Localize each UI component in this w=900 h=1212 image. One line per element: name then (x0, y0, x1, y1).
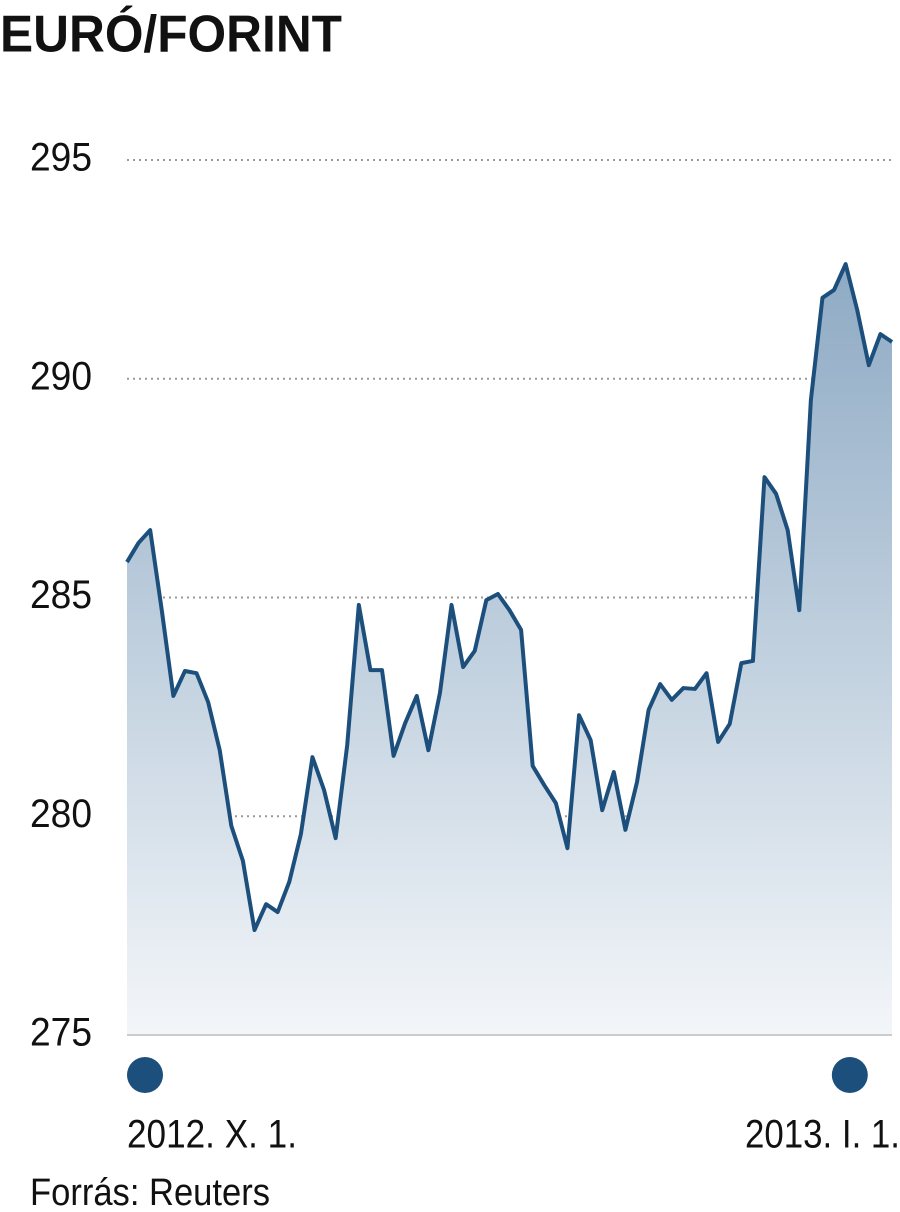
y-tick-label: 285 (30, 573, 92, 617)
y-tick-label: 290 (30, 354, 92, 398)
area-fill (127, 264, 892, 1035)
line (125, 262, 894, 932)
x-tick-label: 2012. X. 1. (127, 1113, 297, 1157)
source: Forrás: Reuters (30, 1172, 270, 1212)
date-dot (831, 1057, 868, 1093)
chart-title: EURÓ/FORINT (0, 6, 342, 64)
y-tick-label: 275 (30, 1011, 92, 1055)
date-dot (127, 1057, 163, 1093)
y-tick-label: 295 (30, 136, 92, 180)
x-tick-label: 2013. I. 1. (745, 1113, 900, 1157)
y-tick-label: 280 (30, 792, 92, 836)
